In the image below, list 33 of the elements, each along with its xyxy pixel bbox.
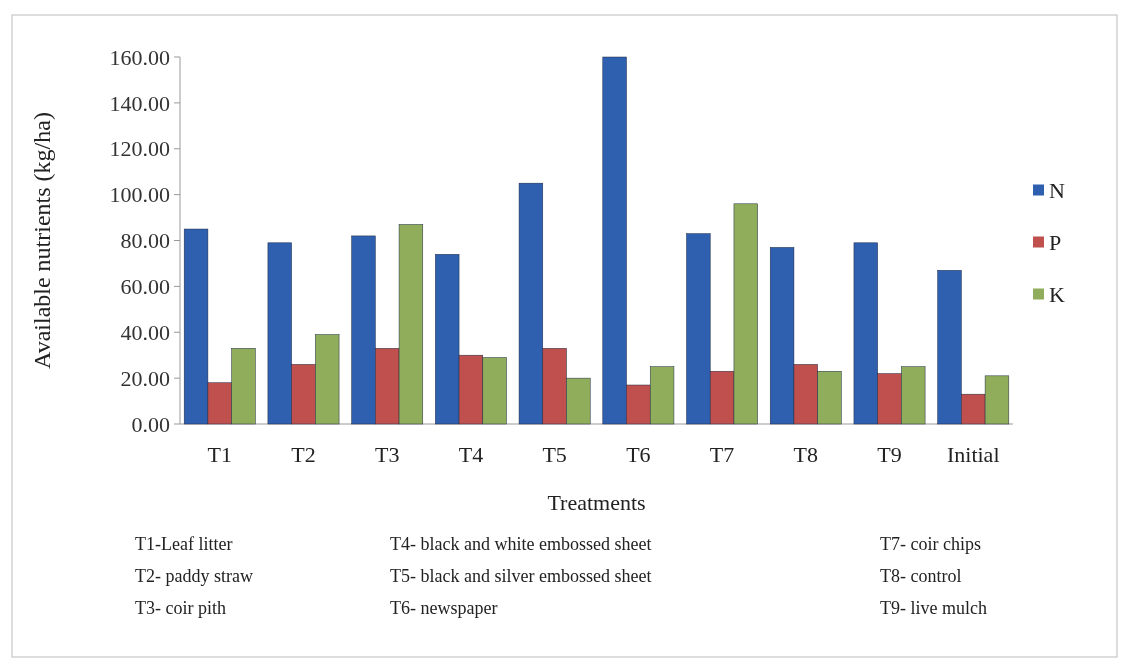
x-tick-label: T4 (458, 442, 484, 467)
x-tick-label: T2 (291, 442, 316, 467)
x-tick-label: T3 (374, 442, 400, 467)
y-tick-label: 0.00 (131, 411, 170, 437)
x-tick-label: T5 (542, 442, 567, 467)
text: T6- newspaper (390, 598, 498, 618)
x-tick-label: T9 (877, 442, 902, 467)
y-tick-label: 20.00 (120, 365, 170, 391)
y-tick-label: 100.00 (109, 182, 170, 208)
text: T2- paddy straw (135, 566, 253, 586)
x-tick-label: T6 (626, 442, 651, 467)
text: T3- coir pith (135, 598, 226, 618)
y-tick-label: 60.00 (120, 274, 170, 300)
y-tick-label: 160.00 (109, 44, 170, 70)
x-axis-title: Treatments (547, 490, 646, 515)
y-tick-label: 40.00 (120, 319, 170, 345)
legend-label: K (1049, 282, 1065, 308)
y-tick-label: 80.00 (120, 228, 170, 254)
text: T7- coir chips (880, 534, 981, 554)
text: T8- control (880, 566, 962, 586)
text: T5- black and silver embossed sheet (390, 566, 652, 586)
legend-label: P (1049, 230, 1062, 256)
y-tick-label: 140.00 (109, 90, 170, 116)
legend-label: N (1049, 178, 1065, 204)
x-tick-label: T8 (793, 442, 819, 467)
text: T1-Leaf litter (135, 534, 233, 554)
x-tick-label: T1 (207, 442, 232, 467)
y-axis-title: Available nutrients (kg/ha) (29, 112, 55, 369)
x-tick-label: T7 (709, 442, 735, 467)
text: T4- black and white embossed sheet (390, 534, 652, 554)
text: T9- live mulch (880, 598, 987, 618)
y-tick-label: 120.00 (109, 136, 170, 162)
x-tick-label: Initial (946, 442, 1000, 467)
